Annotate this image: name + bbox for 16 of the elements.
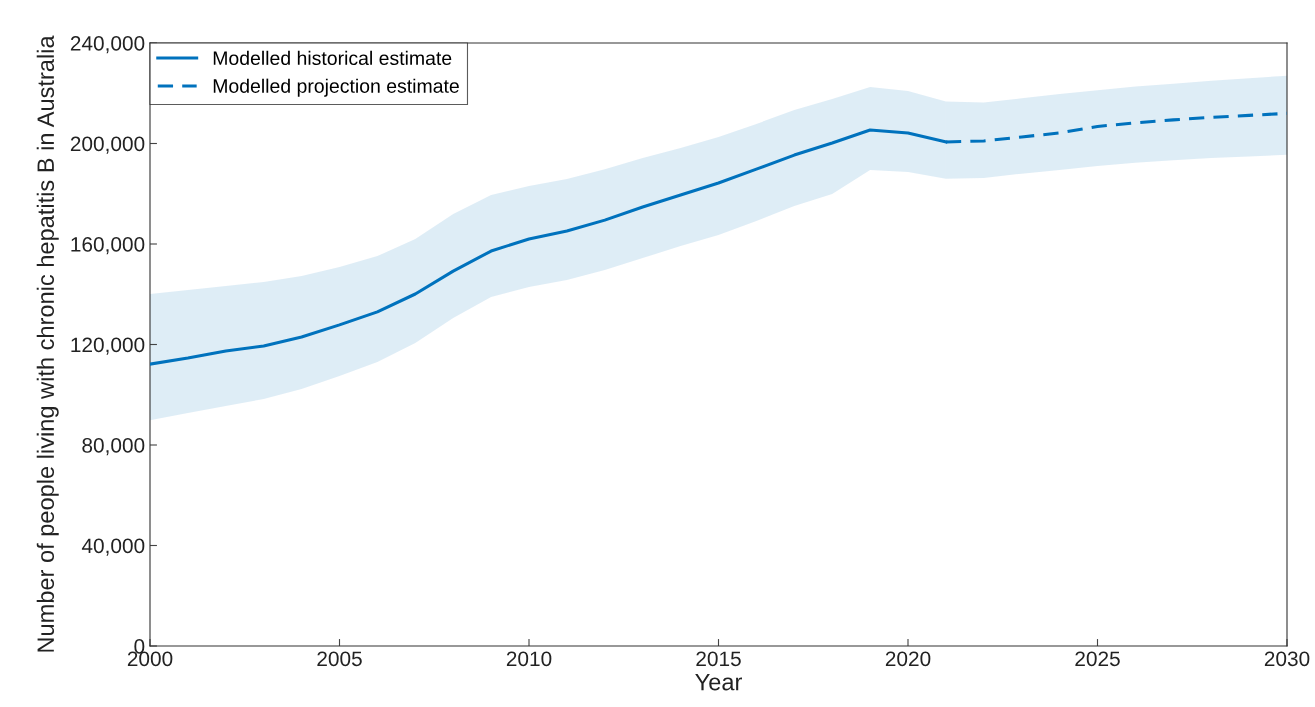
- legend-label: Modelled projection estimate: [213, 78, 459, 97]
- y-tick-label: 120,000: [71, 337, 145, 355]
- x-tick-label: 2015: [696, 651, 741, 667]
- y-tick-label: 240,000: [70, 36, 145, 54]
- x-tick-label: 2030: [1264, 651, 1310, 667]
- x-tick-label: 2005: [317, 651, 362, 667]
- x-tick-label: 2010: [506, 651, 552, 667]
- y-tick-label: 80,000: [82, 438, 145, 456]
- y-tick-label: 200,000: [70, 136, 145, 154]
- y-tick-label: 40,000: [81, 538, 145, 556]
- x-axis-title: Year: [695, 673, 742, 691]
- x-tick-label: 2025: [1075, 651, 1120, 667]
- x-tick-label: 2020: [885, 651, 931, 667]
- legend-label: Modelled historical estimate: [213, 50, 452, 66]
- y-tick-label: 160,000: [71, 237, 145, 255]
- y-axis-title: Number of people living with chronic hepatitis B in Australia: [36, 35, 59, 652]
